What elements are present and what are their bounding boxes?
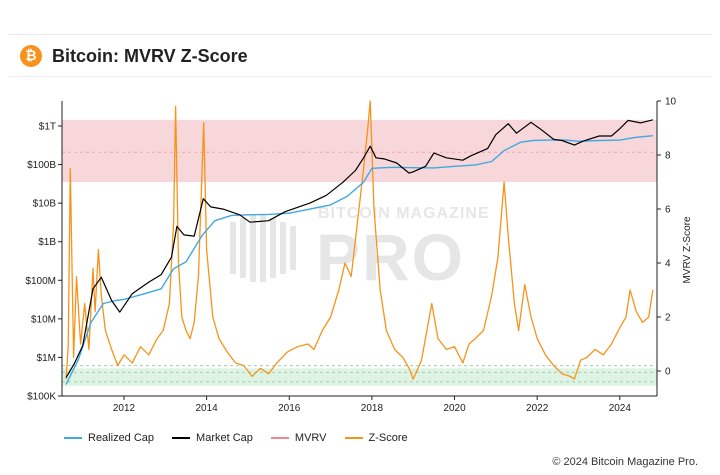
footer-copyright: © 2024 Bitcoin Magazine Pro. xyxy=(552,456,698,468)
red-zone-band xyxy=(62,119,657,182)
x-tick-label: 2024 xyxy=(609,403,632,414)
left-tick-label: $10B xyxy=(33,199,57,210)
series-layer xyxy=(65,100,654,385)
legend-swatch-realized-cap xyxy=(64,437,82,439)
zone-bands xyxy=(62,119,657,386)
legend-swatch-market-cap xyxy=(172,437,191,439)
left-tick-label: $1B xyxy=(38,237,56,248)
right-tick-label: 2 xyxy=(665,313,671,324)
x-tick-label: 2022 xyxy=(526,403,549,414)
watermark-line1: BITCOIN MAGAZINE xyxy=(318,205,490,222)
right-tick-label: 6 xyxy=(665,205,671,216)
x-tick-label: 2018 xyxy=(361,403,384,414)
legend-item-market-cap[interactable]: Market Cap xyxy=(172,432,253,444)
left-tick-label: $10M xyxy=(31,314,56,325)
legend-label-market-cap: Market Cap xyxy=(196,432,253,444)
panel-divider xyxy=(8,76,712,77)
legend: Realized Cap Market Cap MVRV Z-Score xyxy=(64,432,408,444)
watermark-line2: PRO xyxy=(316,220,465,294)
series-line-z-score xyxy=(65,100,654,380)
axes: $1T$100B$10B$1B$100M$10M$1M$100K10864202… xyxy=(25,97,676,415)
bitcoin-logo-icon: ₿ xyxy=(20,45,42,67)
x-tick-label: 2014 xyxy=(195,403,218,414)
legend-item-realized-cap[interactable]: Realized Cap xyxy=(64,432,154,444)
right-tick-label: 4 xyxy=(665,259,671,270)
left-tick-label: $100K xyxy=(27,392,56,403)
legend-item-zscore[interactable]: Z-Score xyxy=(344,432,408,444)
x-tick-label: 2012 xyxy=(113,403,136,414)
legend-swatch-zscore xyxy=(344,437,363,439)
right-tick-label: 8 xyxy=(665,151,671,162)
watermark: BITCOIN MAGAZINE PRO xyxy=(230,205,490,294)
x-tick-label: 2016 xyxy=(278,403,301,414)
series-line-market-cap xyxy=(65,119,654,378)
left-tick-label: $100M xyxy=(25,276,56,287)
legend-label-zscore: Z-Score xyxy=(368,432,408,444)
watermark-icon xyxy=(230,214,296,282)
right-axis-label: MVRV Z-Score xyxy=(682,216,693,283)
left-tick-label: $100B xyxy=(27,160,56,171)
right-tick-label: 10 xyxy=(665,97,677,108)
x-tick-label: 2020 xyxy=(443,403,466,414)
legend-item-mvrv[interactable]: MVRV xyxy=(270,432,327,444)
series-line-realized-cap xyxy=(65,135,653,385)
header-divider xyxy=(8,34,712,35)
left-tick-label: $1M xyxy=(37,353,56,364)
legend-label-mvrv: MVRV xyxy=(294,432,327,444)
legend-label-realized-cap: Realized Cap xyxy=(88,432,155,444)
legend-swatch-mvrv xyxy=(270,437,289,439)
left-tick-label: $1T xyxy=(39,122,56,133)
green-zone-band xyxy=(62,368,657,386)
page-title: Bitcoin: MVRV Z-Score xyxy=(52,46,248,66)
right-tick-label: 0 xyxy=(665,367,671,378)
